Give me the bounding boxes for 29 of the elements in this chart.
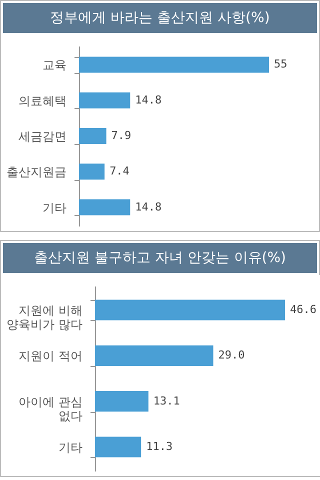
y-tick-label: 세금감면: [18, 130, 66, 144]
bar: [79, 164, 105, 180]
y-tick-label: 의료혜택: [18, 94, 66, 108]
data-label: 13.1: [153, 394, 180, 408]
data-label: 7.4: [110, 164, 130, 178]
bar: [95, 300, 285, 320]
bar: [95, 391, 148, 412]
data-label: 11.3: [146, 440, 173, 454]
y-tick-label: 기타: [58, 440, 82, 455]
data-label: 29.0: [218, 348, 245, 362]
data-label: 14.8: [135, 93, 162, 106]
data-label: 14.8: [135, 200, 162, 214]
y-tick-label: 지원이 적어: [18, 349, 82, 364]
data-label: 46.6: [290, 302, 316, 316]
y-tick-label: 출산지원금: [6, 165, 66, 180]
chart-title: 정부에게 바라는 출산지원 사항(%): [3, 3, 317, 33]
bar: [95, 345, 214, 366]
bar: [79, 128, 106, 144]
y-tick-label: 지원에 비해 양육비가 많다: [6, 303, 82, 332]
chart-title: 출산지원 불구하고 자녀 안갖는 이유(%): [3, 243, 317, 273]
bar: [79, 56, 269, 73]
y-tick-label: 아이에 관심 없다: [18, 394, 82, 423]
y-tick-label: 교육: [42, 58, 66, 72]
y-tick-label: 기타: [42, 200, 66, 215]
bar: [95, 436, 142, 458]
bar: [79, 92, 130, 108]
data-label: 7.9: [111, 129, 132, 142]
bar: [79, 199, 130, 216]
data-label: 55: [274, 58, 288, 71]
